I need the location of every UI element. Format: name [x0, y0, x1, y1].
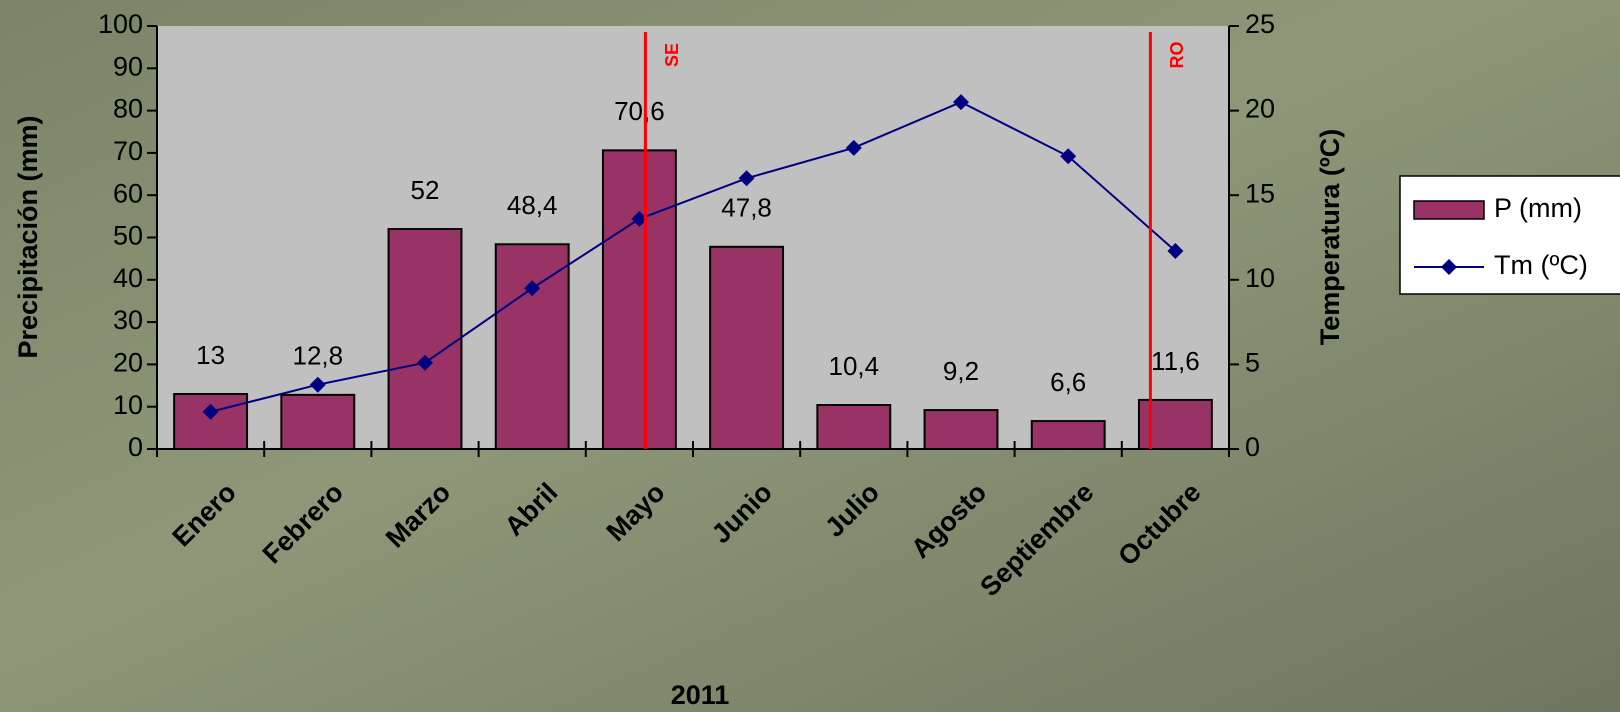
y-tick-label: 70 [113, 136, 143, 166]
data-label: 9,2 [943, 356, 979, 386]
legend-marker [1441, 259, 1457, 275]
line-marker [1167, 243, 1184, 260]
y-tick-label: 30 [113, 305, 143, 335]
y-tick-label: 0 [128, 432, 143, 462]
bar [387, 228, 463, 450]
line-marker [524, 280, 541, 297]
bar [923, 409, 999, 451]
bar [173, 393, 249, 451]
bar [816, 404, 892, 450]
bar [601, 149, 677, 450]
y2-tick-label: 20 [1245, 94, 1275, 124]
bar [1030, 420, 1106, 450]
data-label: 47,8 [721, 193, 772, 223]
y-tick-label: 10 [113, 390, 143, 420]
y-tick-label: 60 [113, 178, 143, 208]
y-tick-label: 40 [113, 263, 143, 293]
data-label: 70,6 [614, 96, 665, 126]
y2-tick-label: 10 [1245, 263, 1275, 293]
x-axis-title: 2011 [671, 680, 730, 710]
y-tick-label: 20 [113, 348, 143, 378]
legend-label: Tm (ºC) [1494, 250, 1588, 280]
line-marker [631, 210, 648, 227]
y-tick-label: 80 [113, 94, 143, 124]
line-marker [738, 170, 755, 187]
line-marker [1060, 148, 1077, 165]
legend-swatch [1413, 200, 1485, 220]
line-marker [202, 403, 219, 420]
y2-tick-label: 25 [1245, 9, 1275, 39]
data-label: 13 [196, 340, 225, 370]
line-marker [417, 354, 433, 371]
annotation-label: RO [1167, 42, 1187, 69]
data-label: 48,4 [507, 190, 558, 220]
y2-tick-label: 15 [1245, 178, 1275, 208]
y2-axis-title: Temperatura (ºC) [1315, 129, 1345, 345]
y2-tick-label: 0 [1245, 432, 1260, 462]
data-label: 10,4 [828, 351, 879, 381]
y2-tick-label: 5 [1245, 348, 1260, 378]
line [210, 101, 1177, 413]
bar [280, 393, 356, 450]
line-marker [845, 139, 862, 156]
data-label: 52 [411, 175, 440, 205]
bar [494, 243, 570, 450]
legend-box [1399, 175, 1620, 295]
plot-area [157, 26, 1229, 449]
y-tick-label: 100 [98, 9, 143, 39]
data-label: 11,6 [1151, 346, 1200, 376]
y-tick-label: 90 [113, 51, 143, 81]
legend-label: P (mm) [1494, 193, 1582, 223]
annotation-label: SE [662, 43, 682, 67]
line-marker [309, 376, 326, 393]
line-marker [953, 94, 969, 111]
data-label: 6,6 [1050, 367, 1086, 397]
bar [709, 245, 785, 450]
data-label: 12,8 [292, 341, 343, 371]
y-tick-label: 50 [113, 221, 143, 251]
y-axis-title: Precipitación (mm) [13, 115, 43, 358]
